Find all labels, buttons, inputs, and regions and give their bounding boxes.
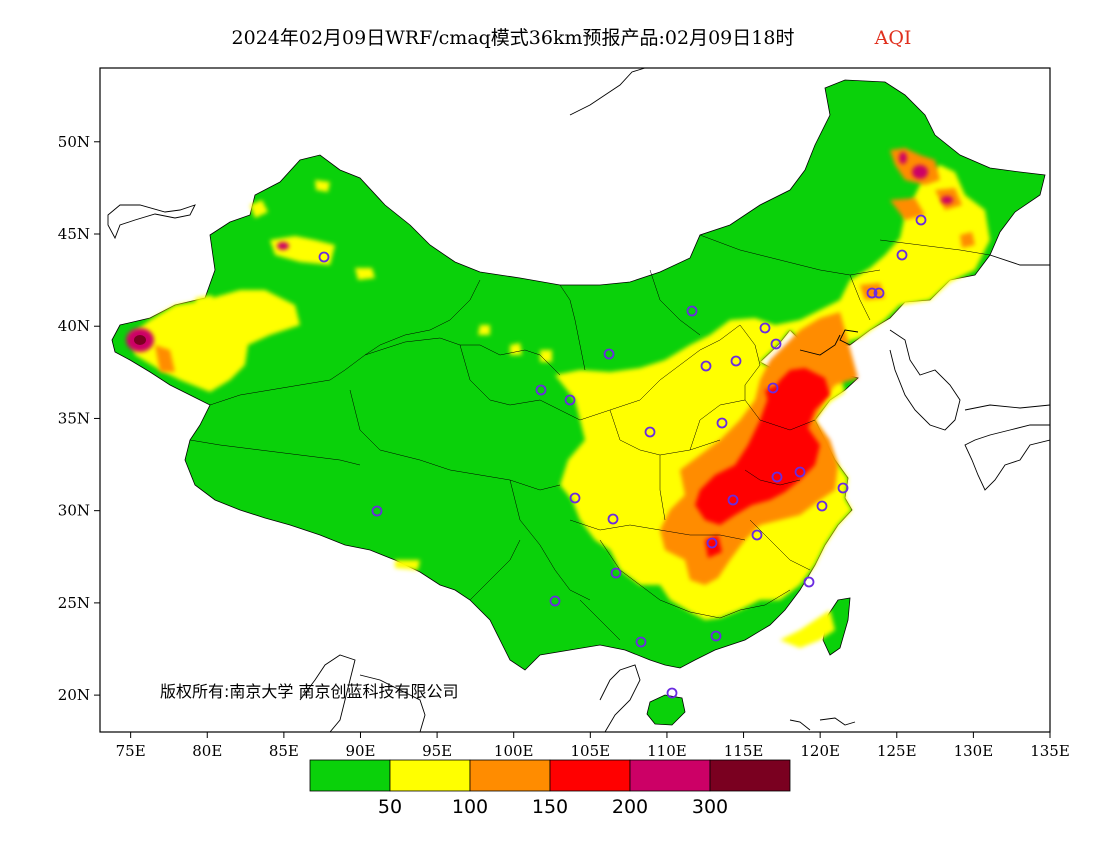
y-tick-label: 30N — [58, 502, 90, 520]
x-tick-label: 125E — [877, 742, 917, 760]
station-marker — [549, 595, 561, 607]
x-tick-label: 130E — [954, 742, 994, 760]
station-marker — [644, 426, 656, 438]
station-marker — [706, 537, 718, 549]
station-marker — [700, 360, 712, 372]
plot-frame — [99, 67, 1051, 733]
station-marker — [564, 394, 576, 406]
aqi-legend: 50 100 150 200 300 — [309, 759, 791, 818]
y-axis: 20N 25N 30N 35N 40N 45N 50N — [58, 133, 100, 704]
station-marker — [569, 492, 581, 504]
station-marker — [318, 251, 330, 263]
x-tick-label: 75E — [116, 742, 146, 760]
x-tick-label: 80E — [192, 742, 222, 760]
legend-threshold-label: 150 — [532, 796, 568, 818]
x-tick-label: 90E — [345, 742, 375, 760]
legend-swatch — [709, 759, 791, 792]
station-marker — [873, 287, 885, 299]
station-marker — [751, 529, 763, 541]
station-marker — [803, 576, 815, 588]
station-marker — [666, 687, 678, 699]
x-tick-label: 135E — [1030, 742, 1070, 760]
y-tick-label: 25N — [58, 594, 90, 612]
legend-swatch — [549, 759, 631, 792]
legend-threshold-label: 50 — [378, 796, 402, 818]
legend-swatch — [389, 759, 471, 792]
station-marker — [896, 249, 908, 261]
x-tick-label: 115E — [724, 742, 764, 760]
x-tick-label: 105E — [571, 742, 611, 760]
station-markers — [318, 214, 927, 699]
map-title: 2024年02月09日WRF/cmaq模式36km预报产品:02月09日18时 — [232, 27, 795, 49]
aqi-region-hazardous — [134, 335, 146, 345]
legend-swatch — [309, 759, 391, 792]
y-tick-label: 40N — [58, 317, 90, 335]
station-marker — [371, 505, 383, 517]
station-marker — [767, 382, 779, 394]
x-axis: 75E 80E 85E 90E 95E 100E 105E 110E 115E 120E 125E 1… — [116, 732, 1070, 760]
station-marker — [771, 471, 783, 483]
station-marker — [866, 287, 878, 299]
legend-swatch — [469, 759, 551, 792]
legend-threshold-label: 100 — [452, 796, 488, 818]
station-marker — [686, 305, 698, 317]
station-marker — [915, 214, 927, 226]
station-marker — [730, 355, 742, 367]
neighbor-coastlines — [107, 68, 1050, 732]
x-tick-label: 95E — [422, 742, 452, 760]
legend-threshold-label: 200 — [612, 796, 648, 818]
station-marker — [607, 513, 619, 525]
station-marker — [716, 417, 728, 429]
x-tick-label: 120E — [800, 742, 840, 760]
variable-label: AQI — [874, 27, 912, 49]
station-marker — [535, 384, 547, 396]
station-marker — [770, 338, 782, 350]
legend-threshold-label: 300 — [692, 796, 728, 818]
x-tick-label: 110E — [647, 742, 687, 760]
y-tick-label: 50N — [58, 133, 90, 151]
map-layers: 版权所有:南京大学 南京创蓝科技有限公司 — [107, 68, 1050, 732]
station-marker — [603, 348, 615, 360]
station-marker — [710, 630, 722, 642]
station-marker — [635, 636, 647, 648]
station-marker — [759, 322, 771, 334]
x-tick-label: 100E — [494, 742, 534, 760]
x-tick-label: 85E — [269, 742, 299, 760]
y-tick-label: 20N — [58, 686, 90, 704]
province-boundaries — [189, 234, 991, 641]
y-tick-label: 45N — [58, 225, 90, 243]
station-marker — [816, 500, 828, 512]
station-marker — [837, 482, 849, 494]
station-marker — [610, 567, 622, 579]
station-marker — [794, 466, 806, 478]
copyright-text: 版权所有:南京大学 南京创蓝科技有限公司 — [160, 682, 458, 701]
station-marker — [727, 494, 739, 506]
legend-swatch — [629, 759, 711, 792]
y-tick-label: 35N — [58, 409, 90, 427]
